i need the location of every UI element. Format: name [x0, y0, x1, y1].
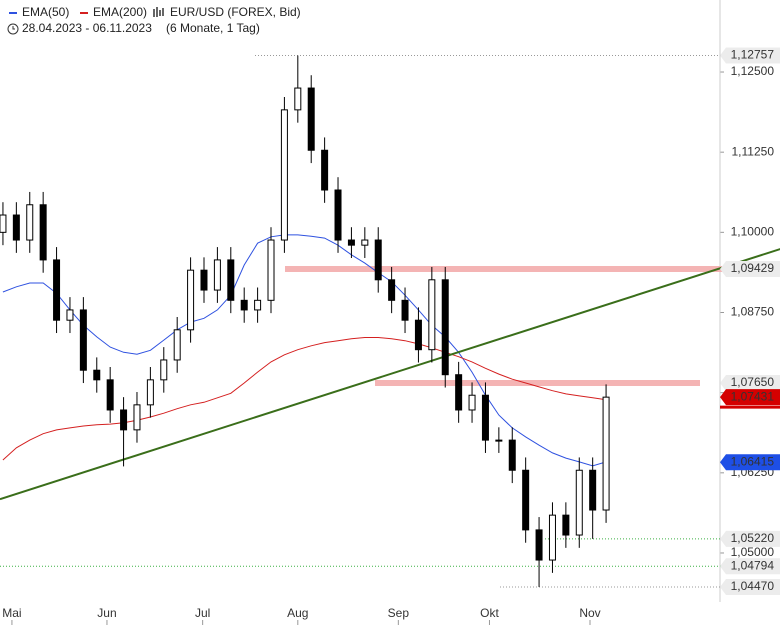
y-tick-label: 1,11250 [732, 144, 775, 158]
x-tick-label: Jun [97, 606, 116, 620]
price-tag [720, 260, 780, 277]
candle-body [240, 299, 248, 311]
candle-body [280, 109, 288, 241]
candle-body [321, 149, 329, 191]
ema-line [2, 337, 607, 461]
price-tag [720, 454, 780, 471]
price-tag [720, 375, 780, 392]
candle-body [53, 259, 61, 321]
candle-body [441, 279, 449, 376]
candle-body [254, 299, 262, 311]
candle-body [562, 514, 570, 536]
candle-body [388, 279, 396, 301]
candle-body [106, 379, 114, 411]
candle-body [334, 189, 342, 241]
price-tag [720, 47, 780, 64]
candle-body [267, 239, 275, 301]
candle-body [589, 469, 597, 511]
candle-body [307, 87, 315, 151]
candle-body [200, 269, 208, 291]
candle-body [79, 309, 87, 371]
price-tag [720, 530, 780, 547]
price-tag-label: 1,12757 [731, 48, 775, 62]
candle-body [93, 369, 101, 381]
candle-body [66, 309, 74, 321]
candle-body [26, 204, 34, 241]
candle-body [146, 379, 154, 406]
x-tick-label: Sep [388, 606, 410, 620]
chart-title: EUR/USD (FOREX, Bid) [170, 5, 301, 19]
x-tick-label: Okt [480, 606, 499, 620]
candle-body [455, 374, 463, 411]
price-tag [720, 578, 780, 595]
y-tick-label: 1,10000 [731, 225, 775, 239]
clock-hand [12, 26, 15, 30]
trend-line [0, 248, 780, 501]
legend-label: EMA(200) [93, 5, 147, 19]
y-tick-label: 1,12500 [731, 64, 775, 78]
candle-body [227, 259, 235, 301]
candle-body [374, 239, 382, 281]
price-tag-label: 1,07431 [731, 389, 775, 403]
candle-body [548, 514, 556, 561]
header: EMA(50) EMA(200) EUR/USD (FOREX, Bid) 28… [7, 5, 301, 35]
candle-body [481, 394, 489, 441]
levels [0, 55, 780, 588]
candle-body [535, 529, 543, 561]
x-tick-label: Jul [195, 606, 210, 620]
candle-body [347, 239, 355, 246]
candle-body [414, 319, 422, 351]
candle-body [213, 259, 221, 291]
candle-body [602, 396, 610, 511]
candle-icon [153, 7, 164, 17]
y-tick-label: 1,05000 [731, 545, 775, 559]
y-tick-label: 1,08750 [731, 305, 775, 319]
price-tag-label: 1,04794 [731, 558, 775, 572]
candle-body [495, 439, 503, 442]
candle-body [12, 214, 20, 241]
price-tag-label: 1,07650 [731, 375, 775, 389]
candle-body [39, 204, 47, 261]
ema-line [2, 234, 607, 467]
date-range: 28.04.2023 - 06.11.2023 [22, 21, 152, 35]
candle-body [294, 87, 302, 111]
price-tag [720, 558, 780, 575]
candle-body [133, 404, 141, 431]
candle-body [173, 329, 181, 361]
price-tag-label: 1,04470 [731, 579, 775, 593]
legend-label: EMA(50) [22, 5, 69, 19]
candle-body [0, 214, 7, 233]
candle-body [160, 359, 168, 381]
candle-body [428, 279, 436, 351]
x-tick-label: Mai [2, 606, 21, 620]
candle-body [468, 394, 476, 411]
price-tag [720, 389, 780, 406]
price-tag-label: 1,09429 [731, 261, 775, 275]
candle-body [508, 439, 516, 471]
clock-icon [7, 23, 19, 35]
candle-body [522, 469, 530, 531]
candle-body [401, 299, 409, 321]
candle-body [575, 469, 583, 536]
x-tick-label: Aug [287, 606, 308, 620]
period: (6 Monate, 1 Tag) [166, 21, 260, 35]
candle-body [187, 269, 195, 331]
candle-body [361, 239, 369, 246]
price-tag-label: 1,05220 [731, 531, 775, 545]
candle-body [120, 409, 128, 431]
x-tick-label: Nov [579, 606, 600, 620]
price-tag-label: 1,06415 [731, 454, 775, 468]
